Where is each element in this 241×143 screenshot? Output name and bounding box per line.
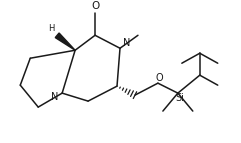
Text: O: O — [91, 1, 99, 11]
Text: N: N — [123, 38, 131, 48]
Text: N: N — [52, 92, 59, 102]
Text: Si: Si — [175, 93, 184, 103]
Text: O: O — [155, 73, 163, 83]
Polygon shape — [55, 33, 75, 50]
Text: H: H — [48, 24, 54, 33]
